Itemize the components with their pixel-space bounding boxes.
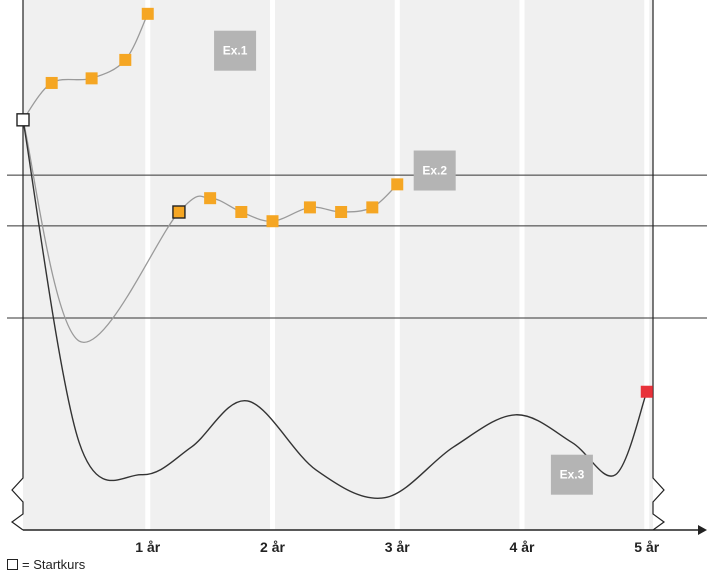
start-course-legend-marker (7, 559, 18, 570)
x-tick-label: 4 år (510, 539, 535, 555)
ex1-point-2 (85, 72, 98, 85)
legend-text: = Startkurs (22, 557, 86, 572)
axes (10, 0, 707, 535)
ex1-label: Ex.1 (223, 44, 248, 58)
reference-lines (7, 174, 707, 319)
ex3-end-point (640, 385, 653, 398)
ex2-point-3 (266, 215, 279, 228)
year-band-1 (23, 0, 146, 530)
legend: = Startkurs (7, 557, 85, 572)
ex2-point-6 (366, 201, 379, 214)
ex2-point-2 (235, 206, 248, 218)
start-course-point (16, 113, 30, 127)
ex2-point-7 (391, 178, 404, 191)
series-labels: Ex.1 Ex.2 Ex.3 (214, 30, 593, 495)
series-markers (16, 7, 653, 398)
x-tick-label: 1 år (135, 539, 160, 555)
year-band-3 (275, 0, 395, 530)
ex3-label-box (550, 454, 593, 495)
year-band-tail (649, 0, 653, 530)
ex2-point-5 (335, 206, 348, 218)
ex2-label-box (413, 150, 456, 191)
ex2-point-1 (204, 192, 217, 205)
year-band-5 (524, 0, 645, 530)
y-axis-right (652, 0, 666, 531)
ex3-line (22, 119, 648, 500)
ex1-point-1 (45, 76, 58, 89)
year-band-4 (399, 0, 520, 530)
x-tick-label: 3 år (385, 539, 410, 555)
x-tick-labels: 1 år 2 år 3 år 4 år 5 år (135, 539, 659, 555)
y-axis-left (10, 0, 24, 531)
background-bands (23, 0, 653, 530)
ex2-point-4 (303, 201, 316, 214)
ex2-label: Ex.2 (422, 164, 447, 178)
ex3-label: Ex.3 (560, 468, 585, 482)
ex1-label-box (214, 30, 257, 71)
x-tick-label: 5 år (634, 539, 659, 555)
ex1-point-3 (119, 53, 132, 66)
year-band-2 (150, 0, 271, 530)
x-axis-arrow (698, 525, 707, 535)
ex2-branch-point (172, 205, 186, 219)
ex1-point-4 (141, 7, 154, 20)
x-tick-label: 2 år (260, 539, 285, 555)
